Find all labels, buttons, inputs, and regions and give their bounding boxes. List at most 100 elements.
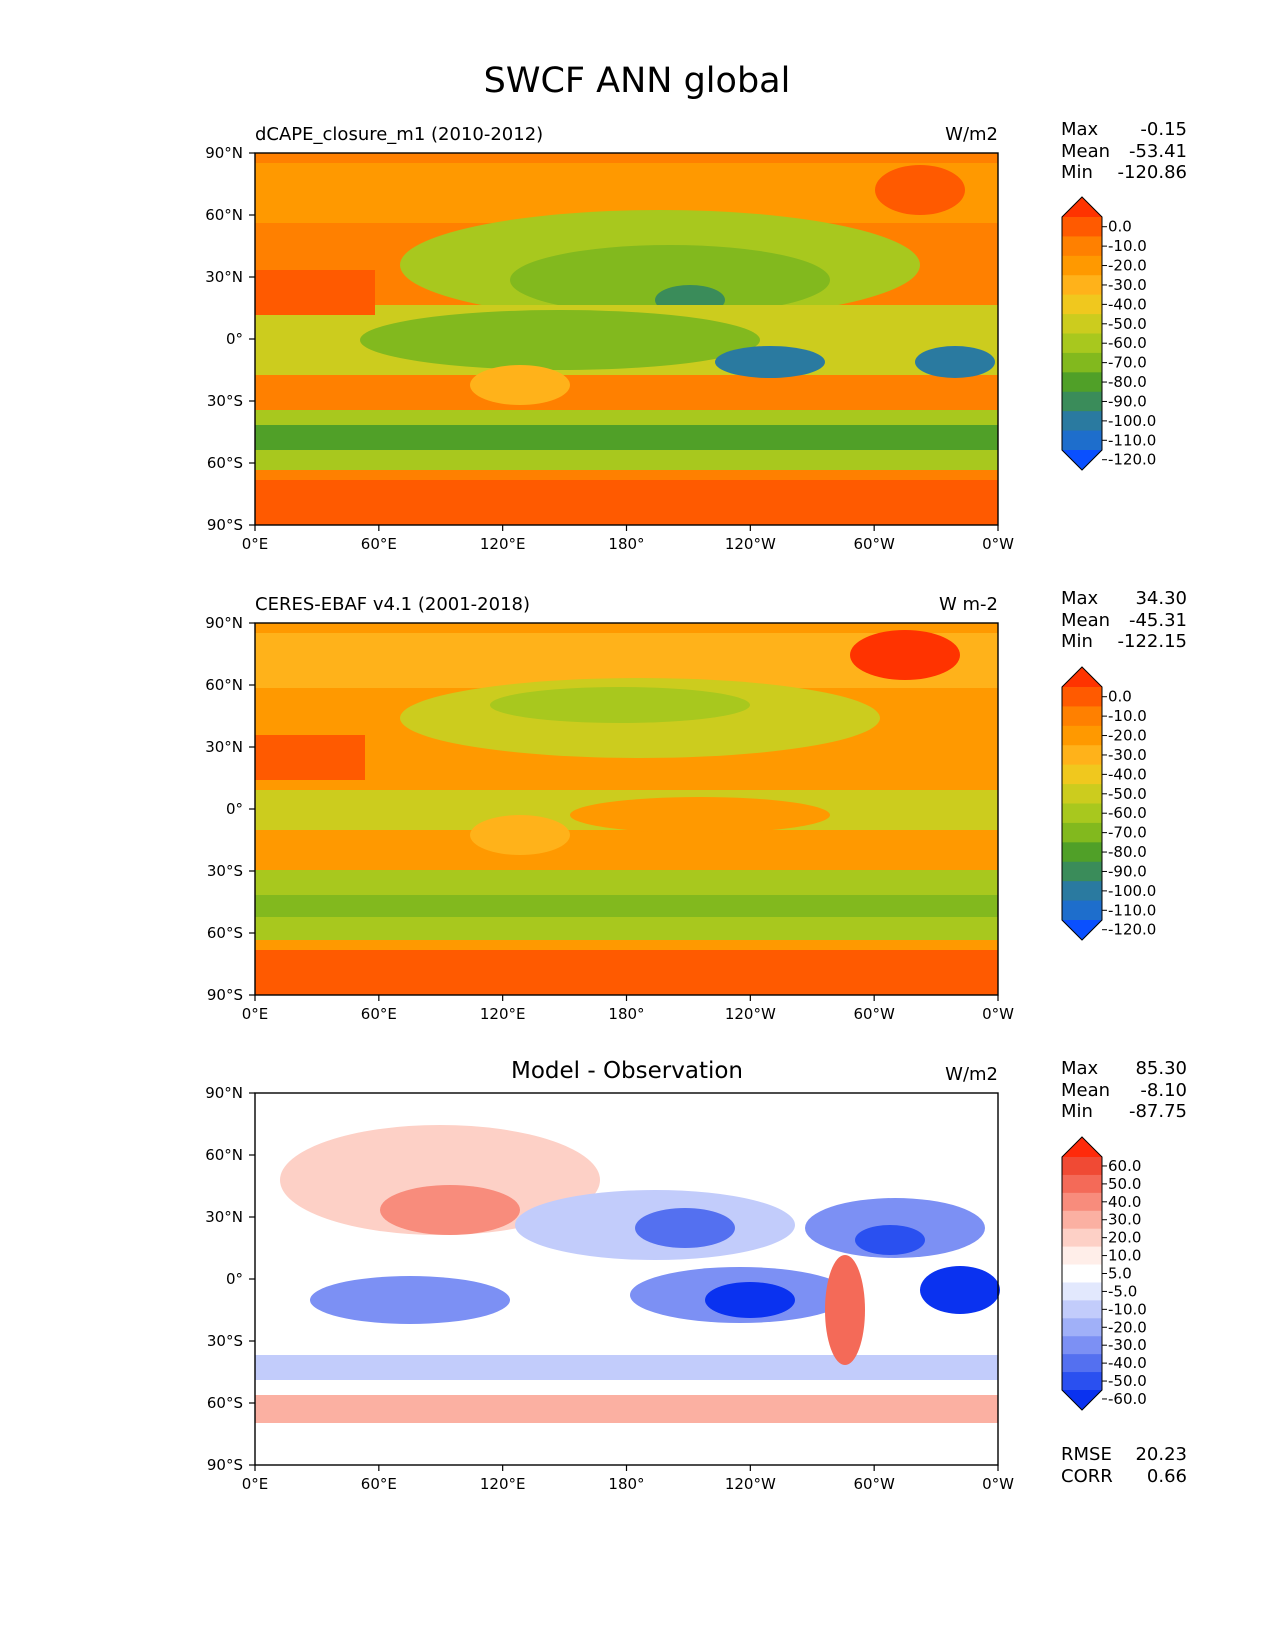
y-tick-label: 30°N [205, 738, 243, 756]
x-tick-label: 120°W [725, 1005, 776, 1023]
stat-max-value: 34.30 [1135, 588, 1187, 609]
colorbar-label: -50.0 [1108, 785, 1147, 803]
stat-rmse-label: RMSE [1061, 1444, 1112, 1465]
panel-observation: CERES-EBAF v4.1 (2001-2018) W m-2 Max 34… [254, 588, 1187, 996]
panel-difference-title: Model - Observation [511, 1058, 743, 1084]
y-tick-label: 0° [226, 800, 243, 818]
colorbar-extend-top [1062, 197, 1102, 217]
stat-mean-value: -8.10 [1140, 1080, 1187, 1101]
colorbar-segment [1062, 352, 1102, 373]
y-tick-label: 0° [226, 1270, 243, 1288]
y-tick-label: 60°N [205, 206, 243, 224]
colorbar-label: 0.0 [1108, 218, 1132, 236]
colorbar-segment [1062, 411, 1102, 432]
y-tick-label: 90°S [207, 986, 243, 1004]
panel-model-title: dCAPE_closure_m1 (2010-2012) [255, 124, 543, 145]
y-tick-label: 30°S [207, 392, 243, 410]
colorbar-label: -70.0 [1108, 824, 1147, 842]
x-tick-label: 0°E [242, 535, 269, 553]
panel-model-stats: Max -0.15 Mean -53.41 Min -120.86 [1061, 119, 1187, 183]
colorbar-segment [1062, 1192, 1102, 1212]
panel-observation-stats: Max 34.30 Mean -45.31 Min -122.15 [1061, 588, 1187, 652]
y-tick-label: 30°N [205, 268, 243, 286]
colorbar-segment [1062, 1282, 1102, 1301]
colorbar-segment [1062, 236, 1102, 257]
colorbar-segment [1062, 764, 1102, 785]
colorbar-segment [1062, 1228, 1102, 1248]
colorbar-segment [1062, 725, 1102, 746]
panel-observation-map [254, 622, 999, 996]
colorbar-label: -40.0 [1108, 765, 1147, 783]
panel-model-units: W/m2 [945, 124, 998, 145]
y-tick-label: 60°N [205, 1146, 243, 1164]
x-tick-label: 60°E [361, 1005, 397, 1023]
colorbar-label: -10.0 [1108, 707, 1147, 725]
x-tick-label: 0°E [242, 1475, 269, 1493]
colorbar-segment [1062, 881, 1102, 902]
stat-mean-value: -45.31 [1129, 610, 1187, 631]
stat-mean-label: Mean [1061, 141, 1110, 162]
panel-model-colorbar: 0.0-10.0 -20.0-30.0-40.0 -50.0-60.0 -70.0-8… [1061, 196, 1156, 471]
colorbar-label: -120.0 [1108, 921, 1156, 939]
colorbar-label: 40.0 [1108, 1193, 1141, 1211]
axes-ticks: 0°E 60°E 120°E 180° 120°W 60°W 0°W 90°N 60°N 30°N… [205, 144, 1014, 1493]
colorbar-label: -20.0 [1108, 257, 1147, 275]
stat-max-label: Max [1061, 588, 1099, 609]
x-tick-label: 60°W [853, 535, 895, 553]
colorbar-label: -50.0 [1108, 1372, 1147, 1390]
panel-difference-colorbar: 60.050.040.030.020.010.05.0-5.0-10.0-20.… [1061, 1136, 1147, 1411]
y-tick-label: 90°S [207, 516, 243, 534]
stat-rmse-value: 20.23 [1135, 1444, 1187, 1465]
colorbar-label: -10.0 [1108, 1300, 1147, 1318]
panel-difference-units: W/m2 [945, 1064, 998, 1085]
colorbar-label: 20.0 [1108, 1229, 1141, 1247]
colorbar-segment [1062, 842, 1102, 863]
colorbar-label: 10.0 [1108, 1247, 1141, 1265]
colorbar-segment [1062, 275, 1102, 296]
colorbar-segment [1062, 822, 1102, 843]
stat-min-value: -122.15 [1118, 631, 1187, 652]
panel-observation-title: CERES-EBAF v4.1 (2001-2018) [255, 594, 530, 615]
stat-min-label: Min [1061, 631, 1093, 652]
colorbar-segment [1062, 1354, 1102, 1373]
colorbar-segment [1062, 687, 1102, 707]
stat-corr-value: 0.66 [1147, 1466, 1187, 1487]
colorbar-segment [1062, 333, 1102, 354]
colorbar-segment [1062, 784, 1102, 804]
y-tick-label: 90°N [205, 1084, 243, 1102]
stat-min-label: Min [1061, 1101, 1093, 1122]
colorbar-segment [1062, 391, 1102, 412]
colorbar-segment [1062, 294, 1102, 315]
colorbar-label: -40.0 [1108, 1354, 1147, 1372]
colorbar-label: -80.0 [1108, 373, 1147, 391]
colorbar-label: -110.0 [1108, 431, 1156, 449]
colorbar-segment [1062, 430, 1102, 451]
panel-difference-stats: Max 85.30 Mean -8.10 Min -87.75 RMSE 20.… [1061, 1058, 1187, 1487]
stat-mean-value: -53.41 [1129, 141, 1187, 162]
panel-difference: Model - Observation W/m2 Max 85.30 Mean … [254, 1058, 1187, 1487]
colorbar-outline [1061, 1136, 1103, 1411]
colorbar-extend-bottom [1062, 1390, 1102, 1410]
colorbar-label: 50.0 [1108, 1175, 1141, 1193]
colorbar-label: -50.0 [1108, 315, 1147, 333]
colorbar-segment [1062, 1210, 1102, 1230]
colorbar-segment [1062, 1372, 1102, 1391]
y-tick-label: 90°S [207, 1456, 243, 1474]
colorbar-label: -60.0 [1108, 804, 1147, 822]
x-tick-label: 60°E [361, 1475, 397, 1493]
stat-max-value: 85.30 [1135, 1058, 1187, 1079]
x-tick-label: 180° [608, 535, 644, 553]
figure-title: SWCF ANN global [484, 61, 791, 101]
x-tick-label: 60°W [853, 1475, 895, 1493]
stat-max-value: -0.15 [1140, 119, 1187, 140]
colorbar-label: -30.0 [1108, 1336, 1147, 1354]
colorbar-segment [1062, 745, 1102, 766]
colorbar-label: -40.0 [1108, 295, 1147, 313]
colorbar-label: -10.0 [1108, 237, 1147, 255]
x-tick-label: 120°E [480, 535, 526, 553]
stat-mean-label: Mean [1061, 1080, 1110, 1101]
y-tick-label: 30°N [205, 1208, 243, 1226]
colorbar-segment [1062, 706, 1102, 727]
colorbar-segment [1062, 861, 1102, 882]
x-tick-label: 120°E [480, 1005, 526, 1023]
